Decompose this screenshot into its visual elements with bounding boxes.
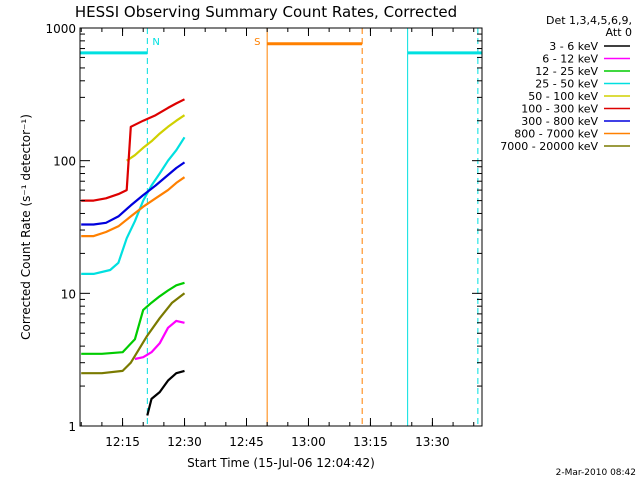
chart-title: HESSI Observing Summary Count Rates, Cor… [75,3,457,21]
y-tick-label: 1 [68,420,76,434]
legend-label: 12 - 25 keV [535,65,598,78]
legend-label: 6 - 12 keV [542,53,598,66]
x-axis-label: Start Time (15-Jul-06 12:04:42) [187,456,375,470]
date-stamp: 2-Mar-2010 08:42 [556,468,636,478]
plot-frame [79,27,483,427]
legend-label: 100 - 300 keV [521,103,598,116]
y-tick-label: 100 [53,155,76,169]
series-line [81,176,186,238]
legend-header: Att 0 [606,26,632,39]
series-line [134,319,185,361]
x-tick-label: 12:15 [105,435,140,449]
x-tick-label: 12:30 [167,435,202,449]
y-tick-label: 1000 [45,22,76,36]
series-line [81,292,186,375]
legend-label: 300 - 800 keV [521,115,598,128]
x-tick-label: 12:45 [229,435,264,449]
x-tick-label: 13:30 [415,435,450,449]
series-line [81,281,185,355]
legend-label: 3 - 6 keV [549,40,598,53]
legend-label: 7000 - 20000 keV [500,140,598,153]
x-tick-label: 13:00 [291,435,326,449]
marker-label: N [152,37,159,48]
x-tick-label: 13:15 [353,435,388,449]
legend-label: 50 - 100 keV [528,90,598,103]
series-line [81,161,186,226]
marker-label: S [254,37,260,48]
series-line [81,98,185,202]
y-axis-label: Corrected Count Rate (s⁻¹ detector⁻¹) [19,114,33,340]
legend-label: 800 - 7000 keV [514,128,598,141]
legend-label: 25 - 50 keV [535,78,598,91]
series-line [146,369,185,416]
legend-header: Det 1,3,4,5,6,9, [546,14,632,27]
series-line [126,114,186,162]
y-tick-label: 10 [61,287,76,301]
